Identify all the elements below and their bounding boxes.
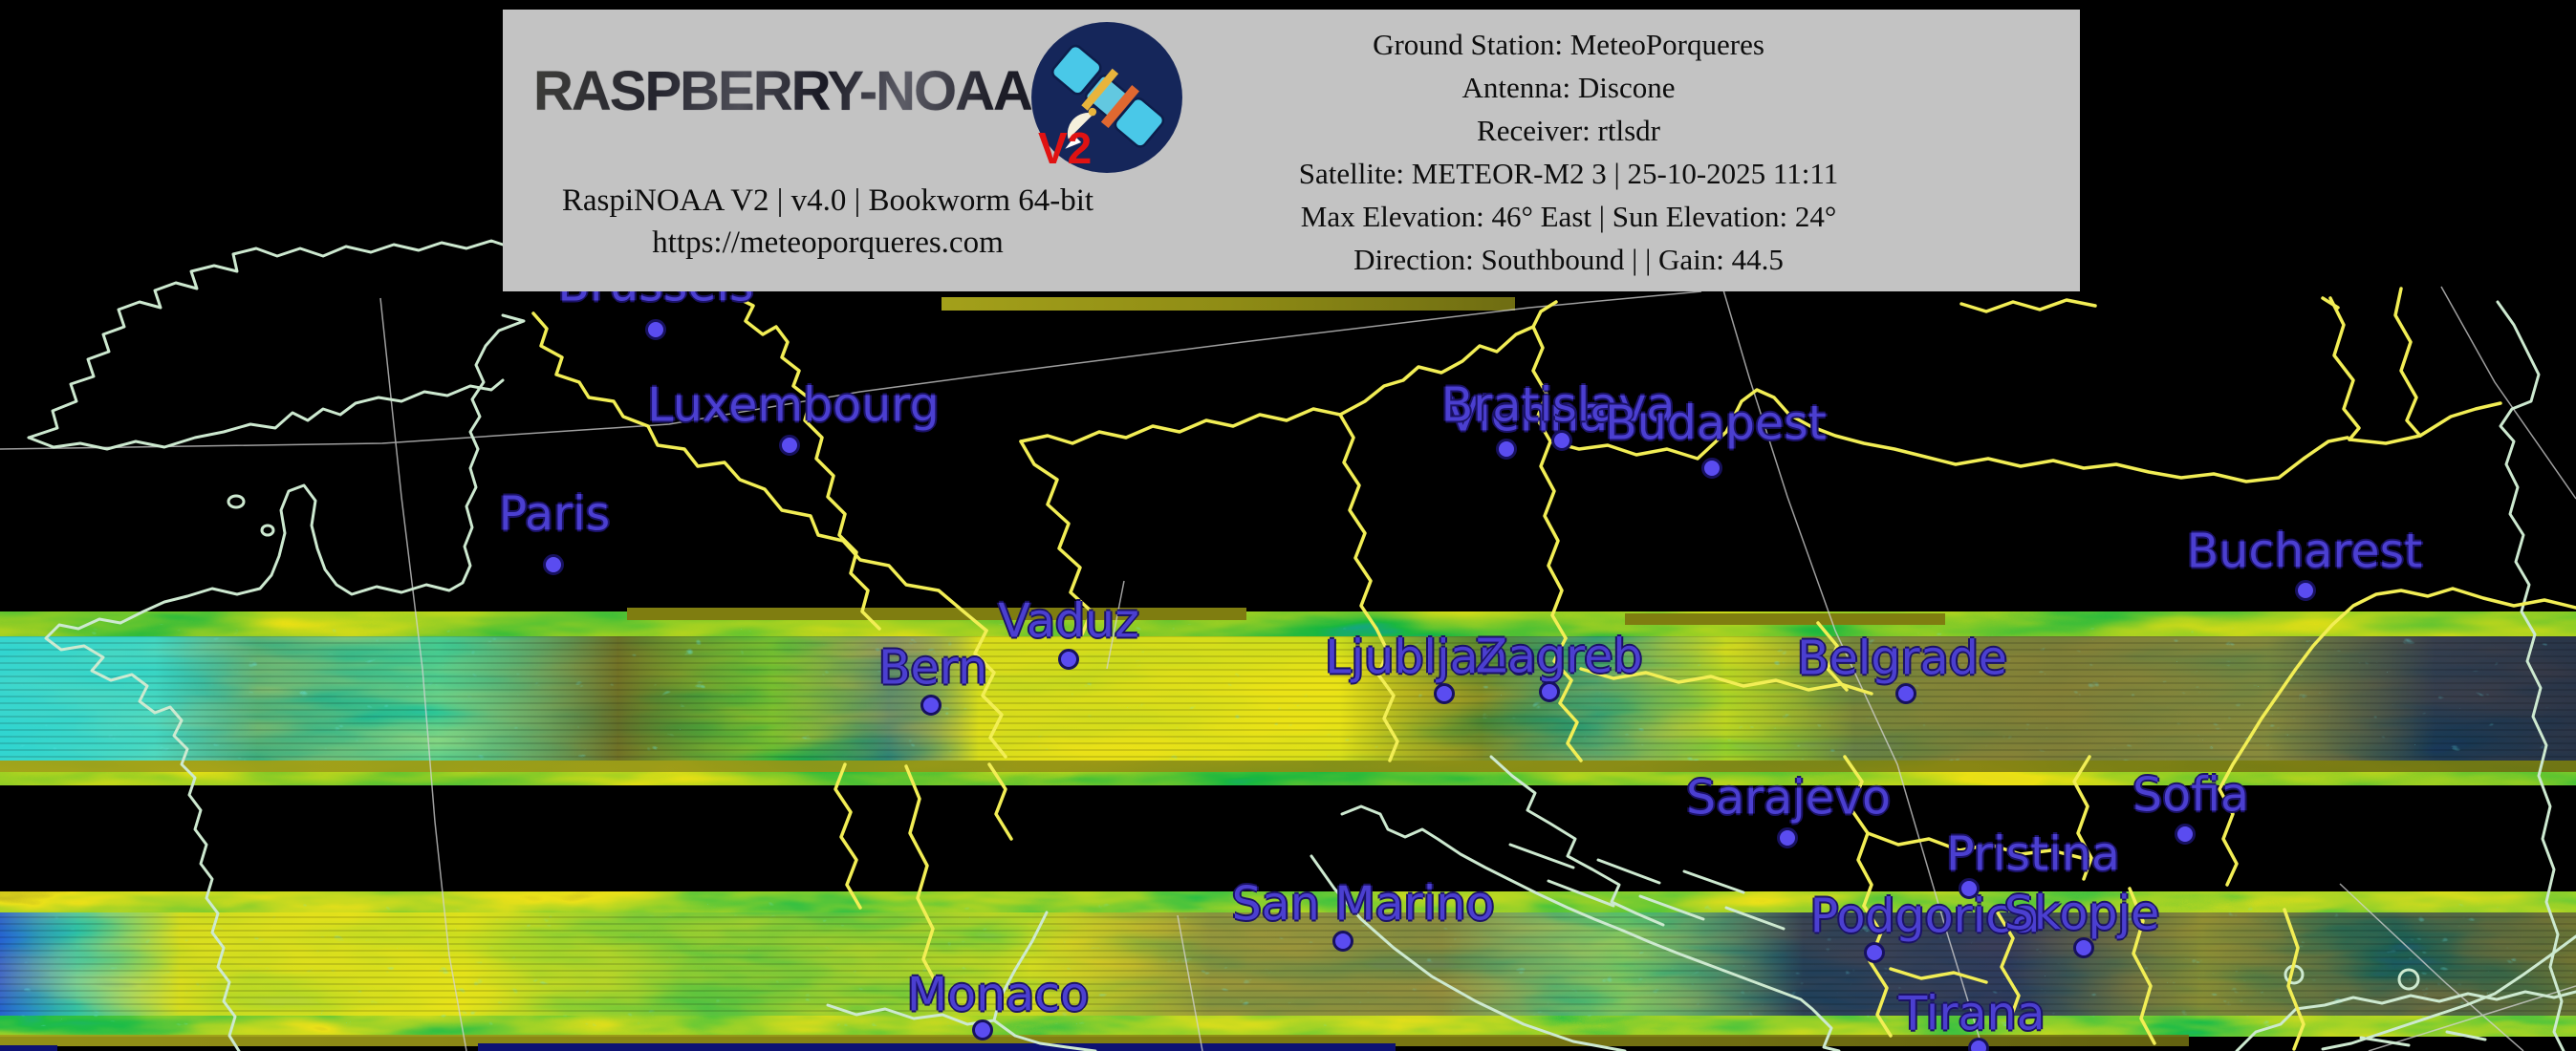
city-dot-ljubljana bbox=[1434, 683, 1455, 704]
city-label-monaco: Monaco bbox=[906, 967, 1090, 1022]
city-label-zagreb: Zagreb bbox=[1475, 629, 1643, 684]
version-line: RaspiNOAA V2 | v4.0 | Bookworm 64-bit bbox=[561, 183, 1094, 218]
satellite-line: Satellite: METEOR-M2 3 | 25-10-2025 11:1… bbox=[1298, 157, 1839, 190]
glitch-streaks bbox=[0, 297, 2576, 1051]
weather-band-2 bbox=[0, 912, 2576, 1016]
logo-block: RASPBERRY-NOAA V2 Rasp bbox=[503, 10, 1182, 291]
satellite-logo-icon bbox=[1027, 17, 1187, 178]
receiver-line: Receiver: rtlsdr bbox=[1477, 114, 1660, 147]
station-info-block: Ground Station: MeteoPorqueres Antenna: … bbox=[1172, 10, 2080, 291]
city-dot-skopje bbox=[2073, 937, 2094, 958]
city-dot-brussels bbox=[645, 319, 666, 340]
city-label-vaduz: Vaduz bbox=[998, 593, 1139, 649]
antenna-line: Antenna: Discone bbox=[1461, 71, 1676, 104]
city-dot-zagreb bbox=[1539, 681, 1560, 702]
raspberry-noaa-logo-text: RASPBERRY-NOAA bbox=[533, 60, 1033, 122]
graticule-lines bbox=[0, 176, 2576, 1051]
city-label-belgrade: Belgrade bbox=[1797, 631, 2007, 686]
city-dot-sarajevo bbox=[1777, 827, 1798, 848]
logo-v2-badge: V2 bbox=[1038, 123, 1093, 173]
city-label-bern: Bern bbox=[877, 640, 988, 696]
logo: RASPBERRY-NOAA V2 bbox=[503, 10, 1182, 180]
city-dot-bratislava bbox=[1551, 430, 1572, 451]
header-banner: RASPBERRY-NOAA V2 Rasp bbox=[503, 10, 2080, 291]
city-dot-bucharest bbox=[2295, 580, 2316, 601]
city-dot-paris bbox=[543, 554, 564, 575]
city-dot-sofia bbox=[2175, 824, 2196, 845]
city-label-sofia: Sofia bbox=[2132, 767, 2249, 823]
city-label-podgorica: Podgorica bbox=[1809, 889, 2041, 944]
weather-band-1 bbox=[0, 636, 2576, 761]
coastlines bbox=[27, 239, 2576, 1051]
ground-station-line: Ground Station: MeteoPorqueres bbox=[1373, 28, 1764, 61]
city-label-paris: Paris bbox=[498, 486, 611, 542]
direction-gain-line: Direction: Southbound | | Gain: 44.5 bbox=[1353, 243, 1784, 276]
city-label-vienna: Vienna bbox=[1446, 387, 1609, 442]
city-dot-pristina bbox=[1959, 878, 1980, 899]
city-label-pristina: Pristina bbox=[1946, 826, 2120, 882]
city-dot-belgrade bbox=[1895, 683, 1916, 704]
city-dot-luxembourg bbox=[779, 435, 800, 456]
city-dot-podgorica bbox=[1864, 942, 1885, 963]
city-dot-san-marino bbox=[1332, 931, 1353, 952]
elevation-line: Max Elevation: 46° East | Sun Elevation:… bbox=[1300, 200, 1837, 233]
city-dot-budapest bbox=[1701, 458, 1722, 479]
city-label-luxembourg: Luxembourg bbox=[647, 377, 940, 433]
city-dot-tirana bbox=[1968, 1038, 1989, 1051]
city-label-tirana: Tirana bbox=[1898, 986, 2046, 1041]
city-label-bucharest: Bucharest bbox=[2186, 524, 2423, 579]
city-label-bratislava: Bratislava bbox=[1440, 377, 1676, 433]
city-label-sarajevo: Sarajevo bbox=[1685, 770, 1892, 826]
city-label-skopje: Skopje bbox=[2003, 886, 2160, 941]
city-label-ljubljana: Ljubljana bbox=[1325, 630, 1537, 685]
city-dot-monaco bbox=[972, 1019, 993, 1040]
website-url: https://meteoporqueres.com bbox=[652, 225, 1004, 260]
city-label-budapest: Budapest bbox=[1605, 396, 1827, 451]
city-dot-vienna bbox=[1496, 439, 1517, 460]
country-borders bbox=[531, 287, 2576, 1051]
city-label-san-marino: San Marino bbox=[1231, 876, 1495, 932]
city-dot-bern bbox=[920, 695, 942, 716]
city-dot-vaduz bbox=[1058, 649, 1079, 670]
